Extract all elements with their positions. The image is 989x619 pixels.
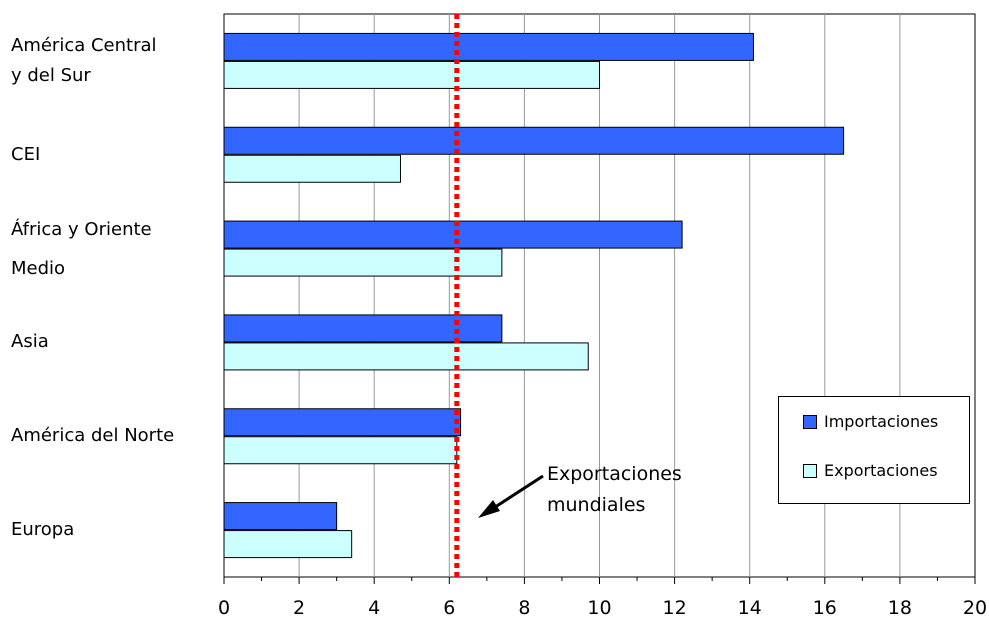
bar-exportaciones	[223, 342, 589, 371]
x-tick-label: 2	[293, 597, 305, 619]
category-label-line: Europa	[11, 519, 75, 541]
legend-item-exportaciones: Exportaciones	[803, 461, 938, 480]
bar-importaciones	[223, 314, 503, 343]
category-label-line: África y Oriente	[11, 218, 152, 240]
legend-item-importaciones: Importaciones	[803, 412, 938, 431]
category-label-line: Medio	[11, 257, 66, 279]
category-label-line: y del Sur	[11, 64, 91, 86]
x-tick-label: 0	[218, 597, 230, 619]
x-tick-label: 4	[368, 597, 380, 619]
annotation-line: mundiales	[547, 494, 646, 516]
x-tick-label: 10	[587, 597, 611, 619]
bars-group	[223, 32, 845, 559]
bar-importaciones	[223, 126, 845, 155]
category-label-line: América Central	[11, 34, 157, 56]
category-label: África y Oriente Medio	[11, 210, 152, 288]
bar-exportaciones	[223, 154, 401, 183]
category-label: Asia	[11, 327, 49, 357]
legend-label-exportaciones: Exportaciones	[824, 461, 938, 480]
x-tick-label: 14	[738, 597, 762, 619]
x-tick-label: 8	[518, 597, 530, 619]
bar-exportaciones	[223, 530, 353, 559]
bar-importaciones	[223, 502, 338, 531]
category-label-line: América del Norte	[11, 425, 175, 447]
category-label: CEI	[11, 140, 40, 170]
annotation-text: Exportaciones mundiales	[547, 459, 682, 521]
x-axis-ticks: 0 2 4 6 8 10 12 14 16 18 20	[218, 577, 987, 619]
legend-swatch-importaciones	[803, 414, 817, 429]
legend-swatch-exportaciones	[803, 463, 817, 478]
annotation-arrowhead	[478, 500, 500, 518]
x-tick-label: 20	[963, 597, 987, 619]
category-label: Europa	[11, 515, 74, 545]
category-label-line: CEI	[11, 143, 41, 165]
annotation-line: Exportaciones	[547, 463, 682, 485]
legend: Importaciones Exportaciones	[778, 396, 970, 504]
legend-label-importaciones: Importaciones	[824, 412, 939, 431]
bar-exportaciones	[223, 248, 503, 277]
x-tick-label: 16	[813, 597, 837, 619]
bar-importaciones	[223, 408, 462, 437]
x-tick-label: 18	[888, 597, 912, 619]
bar-importaciones	[223, 32, 754, 61]
x-tick-label: 6	[443, 597, 455, 619]
x-tick-label: 12	[663, 597, 687, 619]
bar-importaciones	[223, 220, 683, 249]
category-label: América del Norte	[11, 421, 174, 451]
category-label: América Central y del Sur	[11, 31, 157, 91]
category-label-line: Asia	[11, 331, 49, 353]
bar-exportaciones	[223, 60, 600, 89]
bar-exportaciones	[223, 436, 458, 465]
